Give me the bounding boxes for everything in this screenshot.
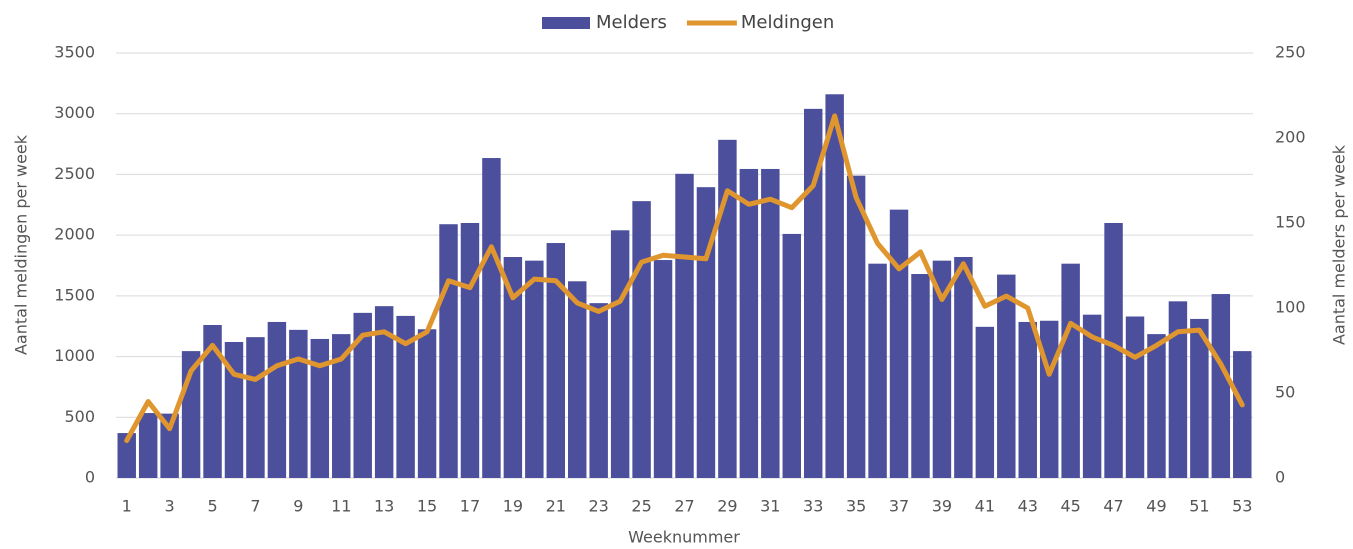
x-tick-label: 25: [631, 497, 651, 516]
bar: [610, 230, 630, 478]
x-tick-label: 29: [717, 497, 737, 516]
x-tick-label: 37: [889, 497, 909, 516]
x-axis-label: Weeknummer: [628, 528, 740, 547]
x-tick-label: 31: [760, 497, 780, 516]
bar: [932, 260, 952, 478]
x-tick-label: 43: [1018, 497, 1038, 516]
y-tick-label: 3000: [54, 103, 95, 122]
bar: [589, 303, 608, 478]
legend-swatch: [542, 17, 590, 29]
bar: [1190, 318, 1209, 478]
bar: [482, 158, 501, 479]
y2-tick-label: 150: [1275, 213, 1306, 232]
bar: [460, 223, 480, 478]
x-tick-label: 45: [1060, 497, 1080, 516]
bar: [1147, 334, 1166, 478]
bar: [417, 329, 437, 478]
bar: [739, 168, 759, 478]
bar: [1125, 316, 1145, 478]
x-tick-label: 39: [932, 497, 952, 516]
x-tick-label: 23: [589, 497, 609, 516]
x-tick-label: 11: [331, 497, 351, 516]
y2-tick-label: 200: [1275, 128, 1306, 147]
bar: [310, 338, 330, 478]
bar: [718, 139, 737, 479]
x-tick-label: 19: [503, 497, 523, 516]
y2-tick-label: 0: [1275, 468, 1285, 487]
x-tick-label: 3: [165, 497, 175, 516]
y-tick-label: 3500: [54, 43, 95, 62]
bar: [975, 326, 995, 478]
x-tick-label: 13: [374, 497, 394, 516]
x-tick-label: 47: [1103, 497, 1123, 516]
x-tick-label: 17: [460, 497, 480, 516]
bar: [525, 260, 544, 478]
bar: [353, 312, 372, 478]
y-tick-label: 1500: [54, 285, 95, 304]
x-tick-label: 27: [674, 497, 694, 516]
bar: [1233, 351, 1252, 478]
bar: [1104, 223, 1123, 478]
bar: [675, 173, 694, 479]
bar: [439, 224, 458, 478]
x-tick-label: 15: [417, 497, 437, 516]
line: [124, 113, 1245, 444]
y-tick-label: 1000: [54, 346, 95, 365]
legend-label: Melders: [596, 12, 667, 33]
y-tick-label: 500: [64, 407, 95, 426]
bar: [1039, 320, 1059, 478]
y2-tick-label: 50: [1275, 383, 1295, 402]
bar: [825, 94, 844, 479]
bar: [1168, 301, 1188, 478]
y-tick-label: 2000: [54, 225, 95, 244]
bar: [1018, 321, 1037, 478]
bar: [138, 413, 158, 478]
x-tick-label: 21: [546, 497, 566, 516]
x-tick-label: 5: [207, 497, 217, 516]
bar: [289, 329, 308, 478]
x-tick-label: 9: [293, 497, 303, 516]
bar: [568, 281, 587, 478]
x-tick-label: 7: [250, 497, 260, 516]
y2-axis-label: Aantal melders per week: [1330, 144, 1349, 345]
bar: [1061, 263, 1080, 478]
bar: [1082, 314, 1102, 478]
bar: [117, 433, 136, 478]
bar: [868, 263, 887, 478]
bar: [267, 321, 287, 478]
y-tick-label: 2500: [54, 164, 95, 183]
bar: [246, 337, 265, 478]
bar: [782, 233, 801, 478]
legend-label: Meldingen: [741, 12, 834, 33]
bar: [160, 413, 179, 478]
bar: [396, 315, 415, 478]
bar: [954, 257, 973, 478]
x-tick-label: 41: [975, 497, 995, 516]
x-tick-label: 51: [1189, 497, 1209, 516]
x-tick-label: 53: [1232, 497, 1252, 516]
y2-tick-label: 250: [1275, 43, 1306, 62]
x-tick-label: 49: [1146, 497, 1166, 516]
bar: [911, 274, 930, 478]
y2-tick-label: 100: [1275, 298, 1306, 317]
bar: [997, 274, 1016, 478]
x-tick-label: 33: [803, 497, 823, 516]
bar: [889, 209, 909, 478]
x-tick-label: 35: [846, 497, 866, 516]
bar: [203, 325, 222, 478]
bar: [846, 175, 866, 478]
bar: [374, 306, 394, 478]
bar: [1211, 294, 1231, 478]
bar: [653, 260, 673, 478]
bar: [503, 257, 523, 478]
bar: [761, 168, 780, 478]
bar: [803, 108, 823, 478]
y-axis-label: Aantal meldingen per week: [12, 134, 31, 355]
bar: [632, 201, 651, 478]
bar: [332, 334, 351, 478]
x-tick-label: 1: [122, 497, 132, 516]
y-tick-label: 0: [85, 468, 95, 487]
bar: [546, 243, 566, 478]
